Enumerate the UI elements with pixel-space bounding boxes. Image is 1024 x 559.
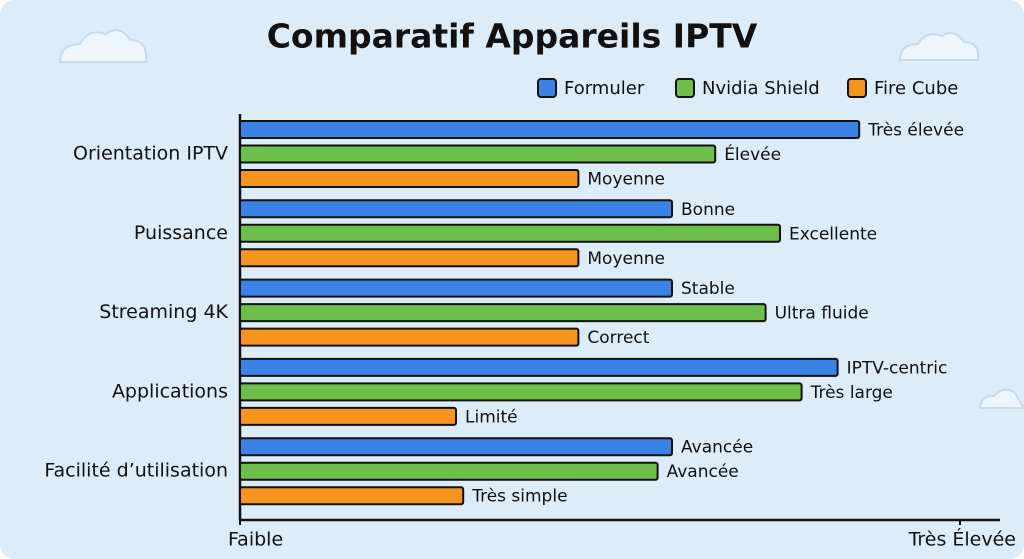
category-label: Orientation IPTV	[73, 143, 228, 165]
legend-swatch	[675, 78, 695, 98]
bar	[239, 382, 803, 402]
value-label: Avancée	[681, 438, 753, 458]
value-label: Limité	[465, 407, 518, 427]
bar	[239, 327, 580, 347]
bar	[239, 406, 457, 426]
value-label: Moyenne	[587, 249, 665, 269]
bar	[239, 437, 673, 457]
legend-swatch	[847, 78, 867, 98]
value-label: Élevée	[724, 143, 781, 165]
category-label: Puissance	[134, 222, 228, 244]
value-label: IPTV-centric	[847, 358, 948, 378]
legend-swatch	[537, 78, 557, 98]
value-label: Excellente	[789, 224, 877, 244]
value-label: Avancée	[667, 462, 739, 482]
value-label: Stable	[681, 279, 735, 299]
decor-clouds	[58, 29, 1024, 409]
chart-title: Comparatif Appareils IPTV	[267, 17, 758, 56]
value-label: Très large	[810, 383, 893, 403]
category-label: Streaming 4K	[99, 301, 228, 323]
bar	[239, 199, 673, 219]
x-tick-label: Très Élevée	[908, 528, 1016, 551]
bar	[239, 486, 465, 506]
bar	[239, 278, 673, 298]
value-label: Correct	[587, 328, 649, 348]
legend-label: Nvidia Shield	[702, 78, 820, 99]
bar	[239, 144, 717, 164]
category-label: Facilité d’utilisation	[44, 460, 228, 482]
legend-label: Fire Cube	[874, 78, 958, 99]
x-tick-label: Faible	[228, 529, 283, 551]
bar	[239, 303, 767, 323]
bar	[239, 357, 839, 377]
value-label: Moyenne	[587, 170, 665, 190]
bar	[239, 169, 580, 188]
bar	[239, 461, 659, 481]
bar	[239, 120, 861, 139]
value-label: Bonne	[681, 200, 735, 220]
bar	[239, 223, 781, 243]
legend-label: Formuler	[564, 78, 645, 99]
value-label: Ultra fluide	[775, 304, 869, 324]
bar	[239, 248, 580, 268]
category-label: Applications	[112, 380, 228, 402]
value-label: Très élevée	[867, 121, 964, 141]
value-label: Très simple	[471, 487, 567, 507]
